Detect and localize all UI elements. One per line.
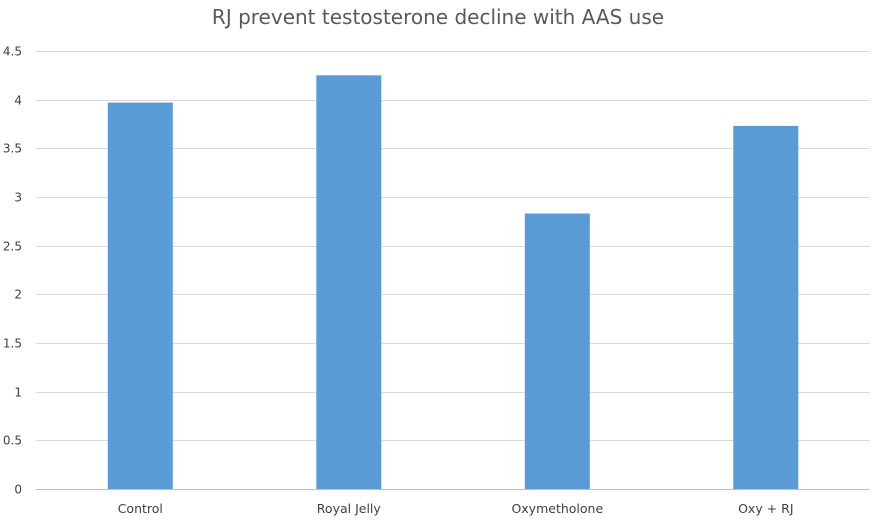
y-tick-label: 3 (14, 191, 22, 205)
bars (107, 75, 799, 490)
y-tick-label: 1 (14, 386, 22, 400)
x-category-label: Royal Jelly (317, 501, 382, 516)
x-category-label: Oxymetholone (511, 501, 603, 516)
y-tick-label: 0 (14, 483, 22, 497)
y-tick-label: 2 (14, 288, 22, 302)
bar-oxy-rj (733, 125, 799, 490)
gridlines (36, 51, 870, 441)
bar-oxymetholone (524, 213, 590, 489)
bar-control (107, 102, 173, 489)
y-tick-label: 1.5 (3, 337, 22, 351)
x-category-label: Control (118, 501, 163, 516)
x-category-label: Oxy + RJ (738, 501, 793, 516)
chart-title: RJ prevent testosterone decline with AAS… (212, 5, 664, 29)
y-tick-label: 0.5 (3, 434, 22, 448)
y-tick-label: 4.5 (3, 45, 22, 59)
y-tick-label: 4 (14, 94, 22, 108)
x-axis-category-labels: Control Royal Jelly Oxymetholone Oxy + RJ (118, 501, 794, 516)
y-axis-tick-labels: 0 0.5 1 1.5 2 2.5 3 3.5 4 4.5 (3, 45, 22, 497)
bar-royal-jelly (316, 75, 382, 490)
y-tick-label: 3.5 (3, 142, 22, 156)
y-tick-label: 2.5 (3, 240, 22, 254)
